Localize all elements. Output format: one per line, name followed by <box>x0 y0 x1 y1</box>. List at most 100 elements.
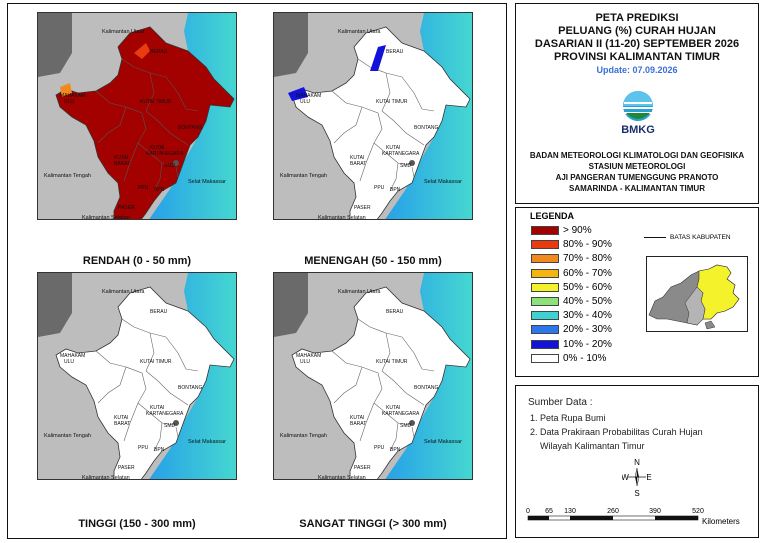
city-smd <box>409 420 415 426</box>
label-kukar2: KARTANEGARA <box>146 151 184 157</box>
legend-swatch <box>531 353 559 363</box>
legend-swatch <box>531 339 559 349</box>
legend-swatch <box>531 325 559 335</box>
legend-item: 40% - 50% <box>531 296 612 307</box>
legend-item: > 90% <box>531 225 592 236</box>
regency-boundary <box>381 370 425 406</box>
map-sangat: Kalimantan Utara Kalimantan Tengah Kaliman… <box>273 272 473 480</box>
regency-boundary <box>389 162 399 192</box>
legend-item: 50% - 60% <box>531 282 612 293</box>
label-mahakam2: ULU <box>300 359 310 365</box>
legend-item: 70% - 80% <box>531 253 612 264</box>
regency-boundary <box>145 110 189 146</box>
regency-boundary <box>137 402 175 426</box>
label-paser: PASER <box>118 205 135 211</box>
north-arrow: N W E S <box>621 456 652 498</box>
map-title: PETA PREDIKSI PELUANG (%) CURAH HUJAN DA… <box>516 12 758 64</box>
map-title-menengah: MENENGAH (50 - 150 mm) <box>304 255 442 267</box>
zone-70-80 <box>60 83 72 97</box>
legend-swatch <box>531 240 559 250</box>
org-line-2: STASIUN METEOROLOGI <box>588 162 686 171</box>
map-tinggi: Kalimantan Utara Kalimantan Tengah Kaliman… <box>37 272 237 480</box>
zone-10-20-west <box>288 87 308 101</box>
label-kalsel: Kalimantan Selatan <box>318 215 366 220</box>
legend-label: 40% - 50% <box>563 296 612 307</box>
scale-tick: 260 <box>607 508 619 515</box>
label-ppu: PPU <box>374 185 385 191</box>
legend-title: LEGENDA <box>530 211 575 221</box>
legend-box: LEGENDA > 90% 80% - 90% 70% - 80% 60% - 70%… <box>515 207 759 377</box>
label-kutim: KUTAI TIMUR <box>140 99 172 105</box>
label-bontang: BONTANG <box>178 125 202 131</box>
regency-boundary <box>373 142 411 166</box>
legend-item: 10% - 20% <box>531 339 612 350</box>
regency-boundary <box>401 76 435 112</box>
city-smd <box>173 420 179 426</box>
legend-label: 70% - 80% <box>563 253 612 265</box>
label-mahakam1: MAHAKAM <box>296 93 321 99</box>
title-line-3: DASARIAN II (11-20) SEPTEMBER 2026 <box>534 38 740 50</box>
sabah-land <box>274 13 308 77</box>
map-menengah: Kalimantan Utara Kalimantan Tengah Kaliman… <box>273 12 473 220</box>
org-line-4: SAMARINDA - KALIMANTAN TIMUR <box>569 184 705 193</box>
label-bpn: BPN <box>390 187 401 193</box>
label-berau: BERAU <box>150 49 168 55</box>
title-line-1: PETA PREDIKSI <box>595 12 679 24</box>
sources-title: Sumber Data : <box>528 397 593 408</box>
regency-boundary <box>153 162 163 192</box>
legend-label: 0% - 10% <box>563 352 607 364</box>
legend-item: 30% - 40% <box>531 310 612 321</box>
legend-swatch <box>531 311 559 321</box>
regency-boundary <box>145 332 155 372</box>
label-bontang: BONTANG <box>414 385 438 391</box>
label-kukar2: KARTANEGARA <box>146 411 184 417</box>
org-line-1: BADAN METEOROLOGI KLIMATOLOGI DAN GEOFIS… <box>529 151 745 160</box>
province-kaltim <box>55 26 235 219</box>
sabah-land <box>38 273 72 337</box>
zone-10-20 <box>370 45 386 71</box>
label-smd: SMD <box>400 423 412 429</box>
regency-boundary <box>331 350 383 404</box>
label-smd: SMD <box>164 423 176 429</box>
legend-swatch <box>531 297 559 306</box>
label-kukar2: KARTANEGARA <box>382 411 420 417</box>
regency-boundary <box>359 142 375 182</box>
regency-boundary <box>153 422 163 452</box>
regency-boundary <box>381 110 425 146</box>
legend-label: > 90% <box>563 225 592 236</box>
regency-boundary <box>381 332 391 372</box>
regency-boundary <box>123 142 139 182</box>
label-kukar1: KUTAI <box>150 145 164 151</box>
label-kaltara: Kalimantan Utara <box>102 289 145 295</box>
label-kutim: KUTAI TIMUR <box>140 359 172 365</box>
regency-boundary <box>333 106 363 144</box>
legend-label: 10% - 20% <box>563 338 612 350</box>
scale-unit: Kilometers <box>702 517 740 526</box>
label-kubar2: BARAT <box>350 161 366 167</box>
label-kubar2: BARAT <box>114 161 130 167</box>
label-kubar1: KUTAI <box>350 415 364 421</box>
label-paser: PASER <box>354 465 371 471</box>
regency-boundary <box>411 426 415 438</box>
label-kaltara: Kalimantan Utara <box>338 289 381 295</box>
province-kaltim <box>291 286 471 479</box>
source-item-2: 2. Data Prakiraan Probabilitas Curah Huj… <box>530 427 703 437</box>
legend-swatch <box>531 226 559 235</box>
regency-boundary <box>95 90 147 144</box>
boundary-label: BATAS KABUPATEN <box>670 234 731 241</box>
label-kalteng: Kalimantan Tengah <box>44 433 91 439</box>
label-mahakam2: ULU <box>64 359 74 365</box>
legend-label: 20% - 30% <box>563 324 612 336</box>
legend-swatch <box>531 254 559 264</box>
label-selat: Selat Makassar <box>424 439 462 445</box>
label-smd: SMD <box>164 163 176 169</box>
map-title-rendah: RENDAH (0 - 50 mm) <box>82 255 192 267</box>
label-bpn: BPN <box>390 447 401 453</box>
label-kubar2: BARAT <box>114 421 130 427</box>
regency-boundary <box>175 166 179 178</box>
label-kutim: KUTAI TIMUR <box>376 99 408 105</box>
label-berau: BERAU <box>386 49 404 55</box>
label-kubar1: KUTAI <box>350 155 364 161</box>
bmkg-logo: BMKG <box>616 89 660 136</box>
label-kukar1: KUTAI <box>150 405 164 411</box>
